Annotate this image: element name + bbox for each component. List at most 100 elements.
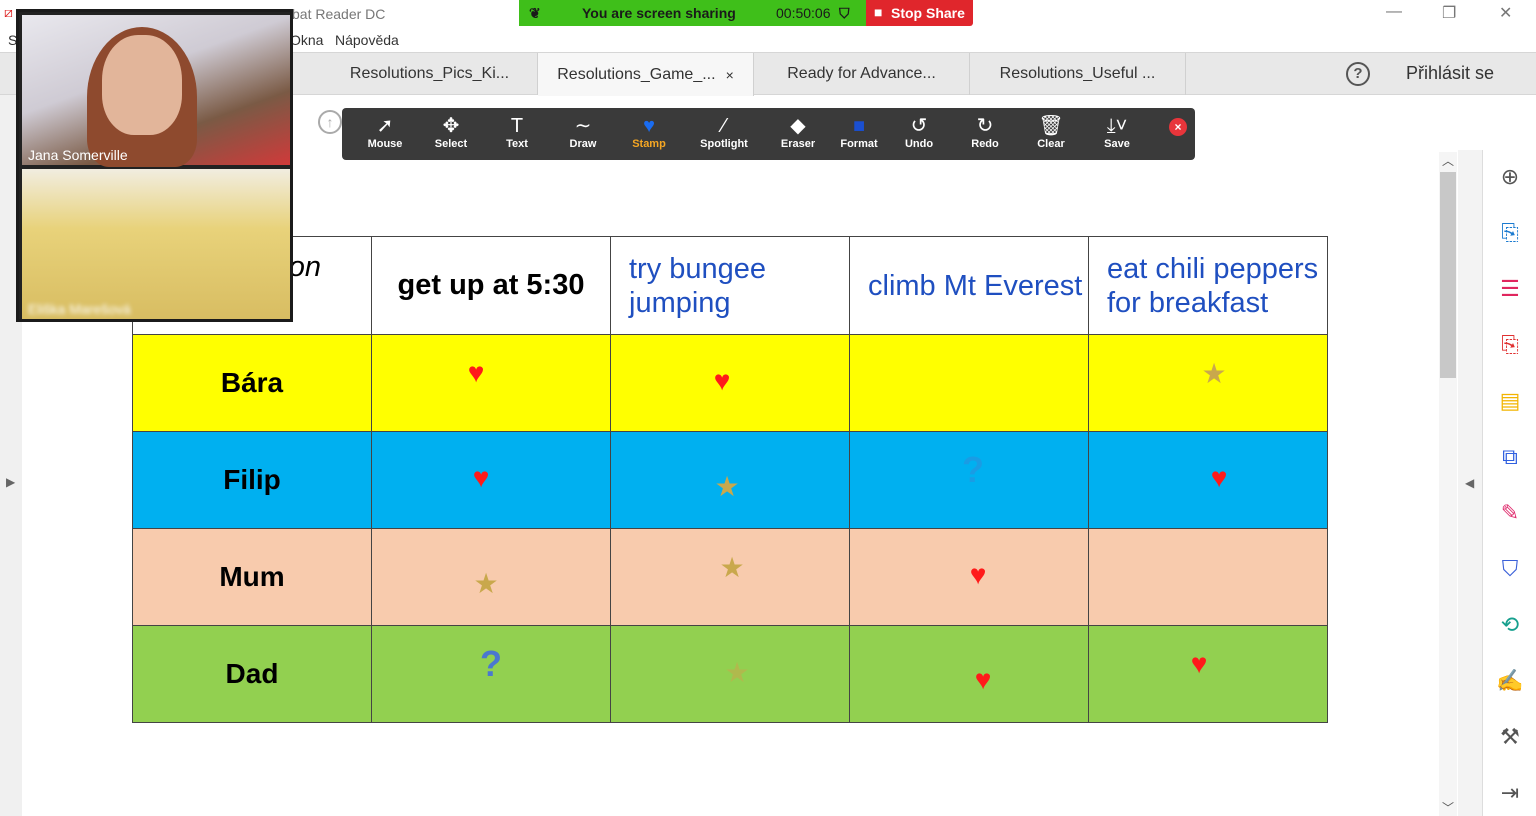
right-panel-toggle[interactable]: ◀	[1458, 150, 1482, 816]
table-cell[interactable]: ★	[1088, 334, 1328, 432]
save-download-icon: ⤓˅	[1106, 115, 1128, 137]
comment-icon[interactable]: ▤	[1499, 388, 1521, 413]
participant-face	[102, 35, 182, 135]
heart-stamp-icon: ♥	[974, 664, 992, 695]
tab-label: Resolutions_Useful ...	[999, 65, 1156, 82]
table-cell[interactable]: ♥	[849, 528, 1089, 626]
leaf-icon: ❦	[529, 5, 541, 21]
row-name: Dad	[132, 625, 372, 723]
tab-resolutions-pics[interactable]: Resolutions_Pics_Ki...	[322, 53, 538, 95]
table-cell[interactable]	[1088, 528, 1328, 626]
create-pdf-icon[interactable]: ⎘	[1501, 332, 1519, 357]
tool-label: Format	[840, 138, 878, 150]
table-cell[interactable]: ♥	[610, 334, 850, 432]
table-cell[interactable]: ★	[610, 528, 850, 626]
column-header: try bungee jumping	[610, 236, 850, 335]
table-cell[interactable]: ★	[371, 528, 611, 626]
combine-files-icon[interactable]: ⧉	[1502, 444, 1518, 469]
table-cell[interactable]: ★	[610, 625, 850, 723]
row-name: Bára	[132, 334, 372, 432]
table-cell[interactable]: ♥	[1088, 625, 1328, 723]
table-row: Filip ♥ ★? ♥	[132, 431, 1328, 529]
close-window-button[interactable]: ✕	[1499, 5, 1513, 22]
tool-clear[interactable]: 🗑 Clear	[1020, 114, 1082, 150]
close-tab-icon[interactable]: ×	[725, 66, 734, 83]
stop-square-icon: ■	[874, 4, 883, 20]
tool-label: Spotlight	[700, 138, 748, 150]
participant-name: Eliška Marešová	[28, 301, 131, 317]
tab-label: Resolutions_Game_...	[557, 65, 716, 83]
tab-resolutions-game[interactable]: Resolutions_Game_... ×	[538, 53, 754, 96]
minimize-button[interactable]: —	[1386, 3, 1402, 20]
column-header: eat chili peppers for breakfast	[1088, 236, 1328, 335]
scroll-up-icon[interactable]: ︿	[1442, 154, 1455, 168]
help-icon[interactable]: ?	[1346, 62, 1370, 86]
protect-icon[interactable]: ⛉	[1501, 556, 1519, 581]
optimize-icon[interactable]: ⟲	[1500, 612, 1520, 637]
tool-save[interactable]: ⤓˅ Save	[1086, 114, 1148, 150]
close-toolbar-button[interactable]: ×	[1169, 118, 1187, 136]
table-cell[interactable]: ?	[371, 625, 611, 723]
tool-label: Draw	[569, 138, 597, 150]
tool-eraser[interactable]: ◆ Eraser	[767, 114, 829, 150]
draw-wave-icon: ∼	[574, 115, 592, 137]
tool-draw[interactable]: ∼ Draw	[552, 114, 614, 150]
tab-resolutions-useful[interactable]: Resolutions_Useful ...	[970, 53, 1186, 95]
undo-icon: ↺	[910, 115, 928, 137]
star-stamp-icon: ★	[473, 567, 499, 599]
tools-icon[interactable]: ⚒	[1500, 724, 1520, 749]
heart-stamp-icon: ♥	[643, 115, 655, 137]
maximize-button[interactable]: ❐	[1442, 5, 1457, 22]
heart-stamp-icon: ♥	[1190, 648, 1208, 679]
zoom-icon[interactable]: ⊕	[1500, 164, 1520, 189]
menu-item[interactable]: S	[8, 32, 18, 48]
tool-redo[interactable]: ↻ Redo	[954, 114, 1016, 150]
login-button[interactable]: Přihlásit se	[1406, 63, 1495, 83]
sign-icon[interactable]: ✍	[1496, 668, 1524, 693]
tool-format[interactable]: ■ Format	[828, 114, 890, 150]
table-cell[interactable]: ★	[610, 431, 850, 529]
collapse-panel-icon[interactable]: ⇥	[1500, 780, 1520, 805]
table-cell[interactable]: ♥	[371, 334, 611, 432]
tool-label: Eraser	[780, 138, 816, 150]
expand-left-icon: ▶	[6, 475, 16, 489]
table-row: Dad? ★ ♥ ♥	[132, 625, 1328, 723]
tool-undo[interactable]: ↺ Undo	[888, 114, 950, 150]
row-name: Filip	[132, 431, 372, 529]
video-tile[interactable]: Eliška Marešová	[22, 169, 290, 319]
table-cell[interactable]: ♥	[371, 431, 611, 529]
scrollbar-thumb[interactable]	[1440, 172, 1456, 378]
tab-ready-for-advance[interactable]: Ready for Advance...	[754, 53, 970, 95]
table-cell[interactable]: ♥	[849, 625, 1089, 723]
video-panel[interactable]: Jana Somerville Eliška Marešová	[16, 9, 293, 322]
tool-spotlight[interactable]: ⁄ Spotlight	[693, 114, 755, 150]
question-stamp-icon: ?	[962, 449, 984, 490]
tool-text[interactable]: T Text	[486, 114, 548, 150]
stop-share-button[interactable]: ■ Stop Share	[866, 0, 973, 26]
tool-label: Mouse	[367, 138, 403, 150]
heart-stamp-icon: ♥	[1210, 462, 1228, 493]
tool-mouse[interactable]: ➚ Mouse	[354, 114, 416, 150]
table-cell[interactable]: ♥	[1088, 431, 1328, 529]
magic-wand-icon: ⁄	[722, 115, 726, 137]
export-pdf-icon[interactable]: ⎘	[1501, 220, 1519, 245]
page-up-icon[interactable]: ↑	[318, 110, 342, 134]
table-cell[interactable]: ?	[849, 431, 1089, 529]
annotation-toolbar: × ➚ Mouse ✥ Select T Text ∼ Draw ♥ Stamp ⁄ Spotligh…	[342, 108, 1195, 160]
tool-label: Clear	[1037, 138, 1065, 150]
stop-share-label: Stop Share	[891, 5, 965, 21]
scroll-down-icon[interactable]: ﹀	[1442, 801, 1455, 815]
menu-item-help[interactable]: Nápověda	[335, 32, 399, 48]
tool-select[interactable]: ✥ Select	[420, 114, 482, 150]
fill-sign-icon[interactable]: ✎	[1500, 500, 1520, 525]
move-icon: ✥	[442, 115, 460, 137]
tool-label: Save	[1104, 138, 1130, 150]
collapse-right-icon: ◀	[1465, 476, 1475, 490]
tool-label: Undo	[904, 138, 934, 150]
tool-stamp[interactable]: ♥ Stamp	[618, 114, 680, 150]
table-cell[interactable]	[849, 334, 1089, 432]
trash-icon: 🗑	[1038, 115, 1064, 137]
organize-pages-icon[interactable]: ☰	[1500, 276, 1520, 301]
video-tile[interactable]: Jana Somerville	[22, 15, 290, 167]
menu-item-windows[interactable]: Okna	[290, 32, 324, 48]
